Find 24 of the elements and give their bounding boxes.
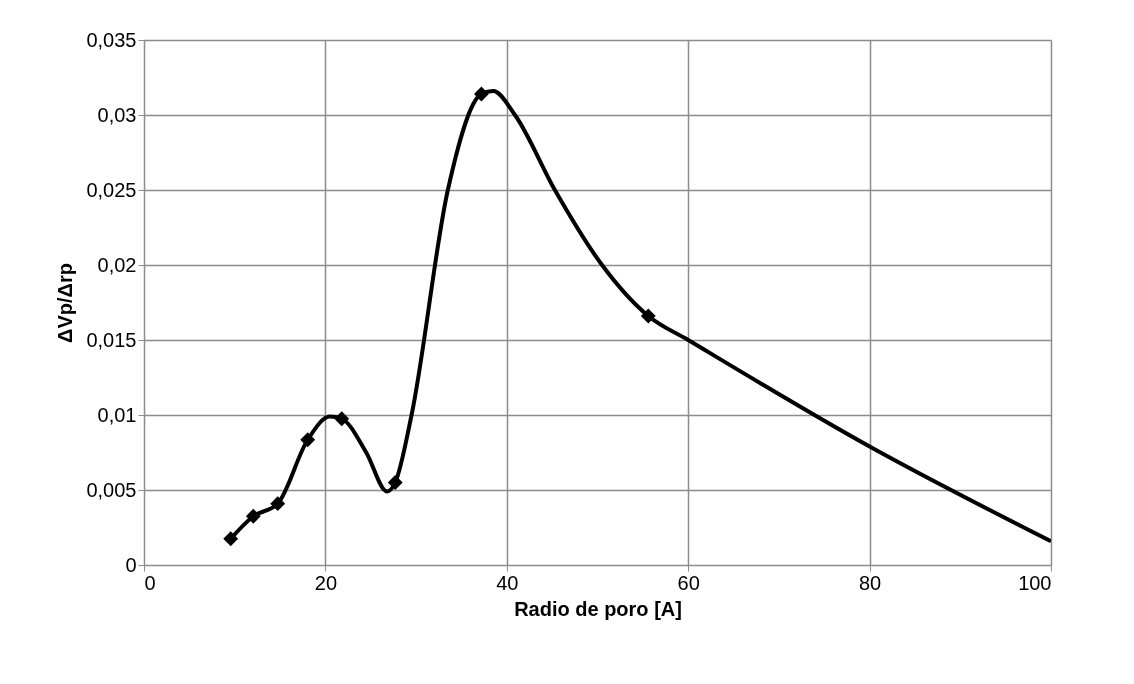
point: [640, 308, 656, 324]
point: [270, 496, 286, 512]
x-tick-label: 40: [496, 571, 519, 594]
x-tick-label: 60: [677, 571, 700, 594]
point: [473, 86, 489, 102]
point: [334, 411, 350, 427]
x-tick-label: 80: [858, 571, 882, 594]
x-tick-label: 100: [1018, 571, 1052, 594]
point: [223, 531, 239, 547]
x-tick-label: 20: [314, 571, 338, 594]
y-tick-label: 0,015: [86, 328, 137, 351]
point: [387, 475, 403, 490]
y-tick-label: 0,02: [97, 253, 137, 276]
y-tick-label: 0,03: [97, 103, 137, 126]
y-tick-label: 0,01: [97, 403, 137, 426]
y-tick-label: 0: [125, 553, 137, 576]
y-tick-label: 0,035: [86, 28, 137, 51]
y-tick-label: 0,005: [86, 478, 137, 501]
x-tick-label: 0: [144, 571, 156, 594]
x-axis-title: Radio de poro [A]: [514, 597, 682, 620]
point: [245, 508, 261, 524]
y-tick-label: 0,025: [86, 178, 137, 201]
y-axis-title: ΔVp/Δrp: [54, 263, 77, 343]
point: [300, 432, 316, 448]
